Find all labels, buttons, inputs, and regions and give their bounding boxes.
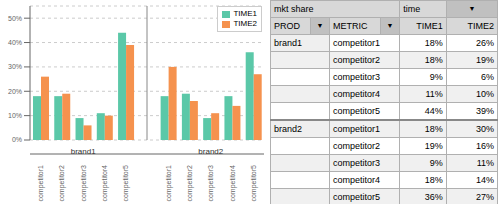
svg-text:10%: 10%: [8, 112, 22, 119]
html-text:mkt share: mkt share: [274, 4, 314, 14]
svg-text:competitor1: competitor1: [37, 165, 45, 202]
svg-text:competitor2: competitor2: [186, 165, 194, 202]
svg-text:competitor4: competitor4: [101, 165, 109, 202]
html-text:10%: 10%: [476, 89, 494, 99]
html-text:19%: 19%: [476, 55, 494, 65]
svg-text:50%: 50%: [8, 15, 22, 22]
html-text:TIME2: TIME2: [467, 21, 494, 31]
html-text:PROD: PROD: [274, 21, 300, 31]
html-text:competitor5: competitor5: [333, 192, 380, 202]
html-text:19%: 19%: [424, 141, 443, 151]
svg-text:brand1: brand1: [71, 147, 96, 156]
svg-text:competitor3: competitor3: [207, 165, 215, 202]
svg-text:competitor5: competitor5: [122, 165, 130, 202]
svg-text:brand2: brand2: [198, 147, 223, 156]
html-text:TIME1: TIME1: [233, 9, 257, 18]
html-text:competitor1: competitor1: [333, 38, 380, 48]
html-text:18%: 18%: [424, 55, 443, 65]
html-text:METRIC: METRIC: [333, 21, 368, 31]
html-text:18%: 18%: [424, 175, 443, 185]
svg-text:competitor1: competitor1: [165, 165, 173, 202]
html-text:14%: 14%: [476, 175, 494, 185]
html-text:TIME1: TIME1: [416, 21, 443, 31]
html-text:brand2: brand2: [274, 124, 302, 134]
html-text:competitor3: competitor3: [333, 72, 380, 82]
html-text:competitor5: competitor5: [333, 106, 380, 116]
html-text:competitor3: competitor3: [333, 158, 380, 168]
svg-text:competitor4: competitor4: [229, 165, 237, 202]
html-text:competitor1: competitor1: [333, 124, 380, 134]
html-text:brand1: brand1: [274, 38, 302, 48]
html-text:time: time: [403, 4, 421, 14]
html-text:competitor4: competitor4: [333, 175, 380, 185]
html-text:9%: 9%: [429, 72, 443, 82]
svg-text:competitor2: competitor2: [58, 165, 66, 202]
svg-text:competitor5: competitor5: [250, 165, 258, 202]
html-text:18%: 18%: [424, 38, 443, 48]
svg-text:40%: 40%: [8, 39, 22, 46]
html-text:39%: 39%: [476, 106, 494, 116]
svg-text:20%: 20%: [8, 88, 22, 95]
html-text:18%: 18%: [424, 124, 443, 134]
html-text:competitor2: competitor2: [333, 55, 380, 65]
html-text:44%: 44%: [424, 106, 443, 116]
html-text:30%: 30%: [476, 124, 494, 134]
html-text:16%: 16%: [476, 141, 494, 151]
html-text:36%: 36%: [424, 192, 443, 202]
html-text:26%: 26%: [476, 38, 494, 48]
html-text:TIME2: TIME2: [233, 19, 257, 28]
svg-text:competitor3: competitor3: [80, 165, 88, 202]
html-text:11%: 11%: [425, 89, 443, 99]
html-text:9%: 9%: [429, 158, 443, 168]
html-text:27%: 27%: [476, 192, 494, 202]
html-text:competitor2: competitor2: [333, 141, 380, 151]
svg-text:30%: 30%: [8, 63, 22, 70]
html-text:competitor4: competitor4: [333, 89, 380, 99]
svg-text:0%: 0%: [12, 136, 22, 143]
html-text:11%: 11%: [476, 158, 494, 168]
html-text:6%: 6%: [481, 72, 494, 82]
